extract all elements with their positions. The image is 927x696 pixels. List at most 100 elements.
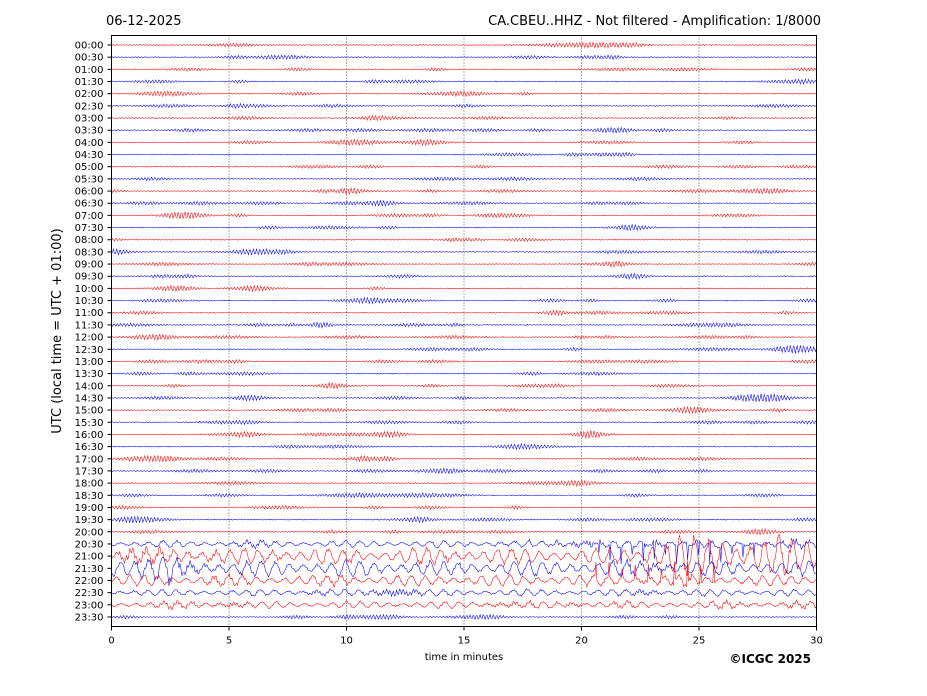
trace-1830 — [111, 491, 817, 499]
y-tick-label-8: 04:00 — [75, 138, 104, 149]
trace-1130 — [111, 321, 817, 329]
trace-1400 — [111, 381, 817, 390]
trace-1100 — [111, 309, 817, 316]
trace-2330 — [111, 613, 817, 621]
y-tick-label-0: 00:00 — [75, 41, 104, 52]
trace-1930 — [111, 515, 817, 524]
copyright: ©ICGC 2025 — [729, 652, 811, 666]
y-tick-label-33: 16:30 — [75, 442, 104, 453]
date-label: 06-12-2025 — [106, 14, 182, 29]
trace-0000 — [111, 41, 817, 49]
y-tick-label-18: 09:00 — [75, 260, 104, 271]
y-tick-label-42: 21:00 — [75, 552, 104, 563]
x-tick-label-1: 5 — [226, 636, 232, 647]
trace-0130 — [111, 78, 817, 86]
trace-1200 — [111, 333, 817, 341]
chart-title: CA.CBEU..HHZ - Not filtered - Amplificat… — [488, 14, 821, 29]
y-tick-label-20: 10:00 — [75, 284, 104, 295]
y-tick-label-31: 15:30 — [75, 418, 104, 429]
y-tick-label-39: 19:30 — [75, 515, 104, 526]
y-tick-label-32: 16:00 — [75, 430, 104, 441]
grid-lines — [228, 35, 700, 627]
trace-1700 — [111, 454, 817, 463]
y-tick-label-38: 19:00 — [75, 503, 104, 514]
y-tick-label-34: 17:00 — [75, 454, 104, 465]
trace-0600 — [111, 187, 817, 196]
y-tick-label-1: 00:30 — [75, 53, 104, 64]
trace-0030 — [111, 54, 817, 61]
y-tick-label-7: 03:30 — [75, 126, 104, 137]
trace-0300 — [111, 114, 817, 122]
trace-0900 — [111, 260, 817, 268]
y-tick-label-11: 05:30 — [75, 174, 104, 185]
y-tick-label-35: 17:30 — [75, 466, 104, 477]
y-tick-label-4: 02:00 — [75, 89, 104, 100]
y-tick-label-6: 03:00 — [75, 114, 104, 125]
y-axis-label: UTC (local time = UTC + 01:00) — [50, 228, 65, 433]
seismic-traces — [111, 41, 817, 621]
y-tick-label-19: 09:30 — [75, 272, 104, 283]
trace-1900 — [111, 504, 817, 510]
y-tick-label-27: 13:30 — [75, 369, 104, 380]
trace-0530 — [111, 176, 817, 182]
trace-1630 — [111, 442, 817, 451]
trace-1230 — [111, 344, 817, 354]
trace-1300 — [111, 358, 817, 364]
y-tick-label-16: 08:00 — [75, 235, 104, 246]
trace-1800 — [111, 479, 817, 488]
trace-0730 — [111, 223, 817, 232]
trace-2000 — [111, 527, 817, 536]
y-tick-label-13: 06:30 — [75, 199, 104, 210]
trace-1330 — [111, 370, 817, 377]
trace-0930 — [111, 272, 817, 281]
trace-2130 — [111, 557, 817, 587]
x-tick-label-6: 30 — [810, 636, 823, 647]
x-tick-label-4: 20 — [575, 636, 588, 647]
y-tick-label-12: 06:00 — [75, 187, 104, 198]
trace-0330 — [111, 126, 817, 134]
y-tick-label-21: 10:30 — [75, 296, 104, 307]
y-tick-label-25: 12:30 — [75, 345, 104, 356]
trace-0630 — [111, 199, 817, 208]
y-tick-label-2: 01:00 — [75, 65, 104, 76]
trace-0700 — [111, 211, 817, 220]
x-ticks: 0 5 10 15 20 25 30 — [108, 626, 823, 647]
y-tick-label-46: 23:00 — [75, 600, 104, 611]
y-tick-label-3: 01:30 — [75, 77, 104, 88]
y-tick-label-30: 15:00 — [75, 406, 104, 417]
trace-2200 — [111, 560, 817, 588]
trace-2230 — [111, 588, 817, 598]
trace-0830 — [111, 247, 817, 256]
trace-0230 — [111, 102, 817, 110]
x-tick-label-5: 25 — [693, 636, 706, 647]
y-tick-label-22: 11:00 — [75, 308, 104, 319]
trace-2030 — [111, 538, 817, 565]
x-tick-label-3: 15 — [458, 636, 471, 647]
trace-1530 — [111, 419, 817, 426]
y-tick-label-40: 20:00 — [75, 527, 104, 538]
trace-2300 — [111, 598, 817, 611]
trace-0400 — [111, 138, 817, 147]
y-tick-label-17: 08:30 — [75, 247, 104, 258]
x-tick-label-0: 0 — [108, 636, 114, 647]
trace-1500 — [111, 406, 817, 415]
y-tick-label-14: 07:00 — [75, 211, 104, 222]
y-tick-label-44: 22:00 — [75, 576, 104, 587]
y-tick-label-41: 20:30 — [75, 539, 104, 550]
y-tick-label-15: 07:30 — [75, 223, 104, 234]
y-tick-label-26: 13:00 — [75, 357, 104, 368]
trace-1600 — [111, 430, 817, 440]
y-tick-label-5: 02:30 — [75, 101, 104, 112]
y-tick-label-47: 23:30 — [75, 612, 104, 623]
y-tick-label-36: 18:00 — [75, 479, 104, 490]
trace-1000 — [111, 284, 817, 293]
y-tick-label-10: 05:00 — [75, 162, 104, 173]
trace-0100 — [111, 66, 817, 72]
trace-1730 — [111, 467, 817, 475]
trace-0200 — [111, 90, 817, 98]
x-tick-label-2: 10 — [340, 636, 353, 647]
trace-1030 — [111, 296, 817, 305]
y-tick-label-45: 22:30 — [75, 588, 104, 599]
y-tick-label-24: 12:00 — [75, 333, 104, 344]
